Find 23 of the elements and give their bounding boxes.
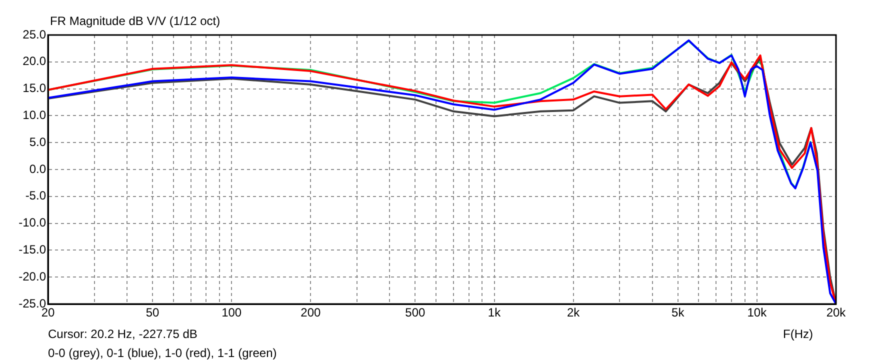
y-tick-label: 10.0	[22, 108, 46, 122]
x-tick-label: 200	[300, 306, 321, 320]
x-tick-label: 20k	[826, 306, 847, 320]
y-tick-label: -10.0	[18, 216, 46, 230]
y-tick-label: -15.0	[18, 242, 46, 257]
chart-title: FR Magnitude dB V/V (1/12 oct)	[50, 14, 220, 28]
y-tick-label: -5.0	[25, 188, 46, 203]
x-tick-label: 2k	[566, 306, 581, 320]
y-tick-label: 25.0	[22, 27, 46, 42]
x-tick-label: 50	[146, 306, 160, 320]
text: Cursor: 20.2 Hz, -227.75 dB	[48, 327, 198, 341]
x-tick-label: 10k	[747, 306, 768, 320]
x-tick-label: 1k	[488, 306, 502, 320]
y-tick-label: 5.0	[29, 134, 46, 149]
y-tick-label: 0.0	[29, 162, 46, 176]
text: 0-0 (grey), 0-1 (blue), 1-0 (red), 1-1 (green)	[48, 346, 277, 360]
y-tick-label: 20.0	[22, 54, 46, 68]
x-axis-title: F(Hz)	[783, 327, 813, 341]
x-tick-label: 5k	[672, 306, 686, 320]
x-tick-label: 500	[405, 306, 426, 320]
x-tick-label: 100	[222, 306, 242, 320]
y-tick-label: 15.0	[22, 81, 46, 96]
y-tick-label: -20.0	[18, 269, 46, 284]
